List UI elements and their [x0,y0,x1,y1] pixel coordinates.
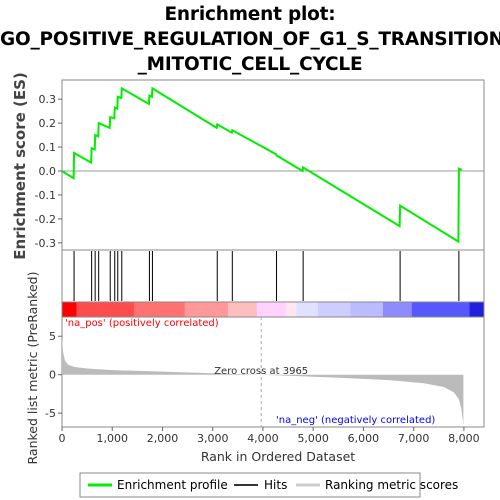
x-tick-label: 4,000 [247,432,279,445]
es-y-tick-label: -0.1 [35,189,56,202]
title-line-3: _MITOTIC_CELL_CYCLE [137,54,363,75]
es-y-tick-label: 0.3 [39,93,57,106]
metric-x-axis-label: Rank in Ordered Dataset [201,449,355,464]
es-panel: -0.3 -0.2 -0.1 0.0 0.1 0.2 0.3 Enrichment scor… [11,72,485,260]
heat-bar-segment [62,302,77,317]
metric-y-tick-label: 5 [49,330,56,343]
heat-bar-segment [469,302,485,317]
legend-enrichment-label: Enrichment profile [117,478,228,492]
es-y-ticks: -0.3 -0.2 -0.1 0.0 0.1 0.2 0.3 [35,93,62,250]
metric-x-ticks: 0 1,000 2,000 3,000 4,000 5,000 6,000 7,000 8,00… [59,427,480,445]
x-tick-label: 5,000 [297,432,329,445]
ranked-heat-bar [62,302,485,317]
legend-hits-label: Hits [264,478,287,492]
heat-bar-segment [76,302,135,317]
legend: Enrichment profile Hits Ranking metric s… [79,472,458,498]
heat-bar-segment [411,302,471,317]
positive-correlation-label: 'na_pos' (positively correlated) [65,318,219,329]
negative-correlation-label: 'na_neg' (negatively correlated) [276,415,435,426]
es-y-axis-label: Enrichment score (ES) [11,72,29,260]
heat-bar-segment [134,302,186,317]
metric-y-tick-label: 0 [49,369,56,382]
heat-bar-segment [383,302,413,317]
heat-bar-segment [227,302,258,317]
heat-bar-segment [256,302,287,317]
x-tick-label: 3,000 [197,432,229,445]
x-tick-label: 8,000 [448,432,480,445]
heat-bar-segment [296,302,319,317]
hit-lines [73,251,460,301]
x-tick-label: 6,000 [348,432,380,445]
metric-y-axis-label: Ranked list metric (PreRanked) [25,272,40,465]
metric-y-ticks: -5 0 5 [45,330,62,420]
heat-bar-segment [350,302,384,317]
metric-y-tick-label: -5 [45,407,56,420]
x-tick-label: 7,000 [398,432,430,445]
title-line-1: Enrichment plot: [164,4,336,25]
x-tick-label: 2,000 [147,432,179,445]
x-tick-label: 1,000 [96,432,128,445]
es-y-tick-label: 0.0 [39,165,57,178]
heat-bar-segment [184,302,229,317]
hits-panel [61,249,485,303]
es-y-tick-label: 0.1 [39,141,57,154]
legend-metric-label: Ranking metric scores [325,478,458,492]
heat-bar-segment [285,302,297,317]
es-y-tick-label: -0.3 [35,237,56,250]
es-y-tick-label: -0.2 [35,213,56,226]
plot-title: Enrichment plot: GO_POSITIVE_REGULATION_… [0,2,500,77]
hits-plot-area [61,249,485,303]
enrichment-profile-line [61,86,463,244]
es-plot-area [61,79,485,251]
es-y-tick-label: 0.2 [39,117,57,130]
title-line-2: GO_POSITIVE_REGULATION_OF_G1_S_TRANSITIO… [0,29,500,50]
metric-panel: -505 0 1,000 2,000 3,000 4,000 5,000 6,000 7,00… [25,272,485,465]
heat-bar-segment [318,302,352,317]
x-tick-label: 0 [59,432,66,445]
zero-cross-label: Zero cross at 3965 [214,366,308,377]
